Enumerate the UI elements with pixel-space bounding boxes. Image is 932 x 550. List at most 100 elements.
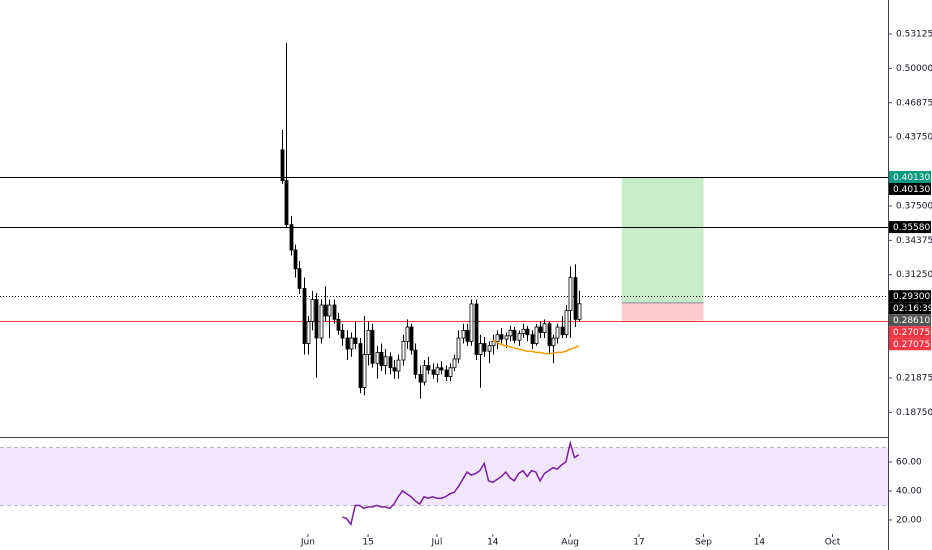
price-label-bg [889, 314, 931, 327]
price-label: 0.29300 [893, 292, 930, 302]
candle-body [345, 337, 350, 350]
candle-body [349, 337, 354, 350]
candle-body [504, 335, 509, 340]
y-tick-label: 0.46875 [896, 98, 932, 108]
candle-body [284, 180, 289, 226]
price-label-bg [889, 338, 931, 351]
candle-body [293, 249, 298, 270]
candle-body [517, 333, 522, 341]
candle-body [568, 277, 573, 311]
candle-body [465, 329, 470, 342]
candle-body [336, 318, 341, 331]
candle-body [323, 304, 328, 317]
candle-body [422, 365, 427, 383]
x-tick-label: Jun [300, 538, 315, 548]
rsi-y-tick-label: 20.00 [896, 515, 922, 525]
candle-body [302, 288, 307, 344]
candle-body [383, 356, 388, 366]
y-tick-label: 0.53125 [896, 29, 932, 39]
moving-average [492, 339, 580, 355]
price-label-bg [889, 183, 931, 196]
x-tick-label: Jul [430, 538, 442, 548]
candle-body [564, 310, 569, 336]
candle-body [530, 334, 535, 344]
candle-body [409, 326, 414, 351]
candle-body [379, 351, 384, 366]
candle-body [439, 367, 444, 371]
x-tick-label: 14 [754, 538, 766, 548]
x-tick-label: 14 [487, 538, 499, 548]
candle-body [353, 337, 358, 344]
rsi-band [0, 447, 888, 506]
candle-body [555, 326, 560, 339]
candle-body [426, 365, 431, 371]
candle-body [314, 299, 319, 339]
candle-body [551, 337, 556, 347]
candle-body [297, 268, 302, 289]
candle-body [366, 329, 371, 355]
candle-body [431, 369, 436, 375]
x-tick-label: Oct [825, 538, 841, 548]
candle-body [577, 303, 582, 320]
price-label-bg [889, 290, 931, 303]
candle-body [327, 304, 332, 317]
y-tick-label: 0.50000 [896, 64, 932, 74]
candle-body [413, 349, 418, 375]
candle-body [396, 359, 401, 372]
price-label-bg [889, 302, 931, 315]
candle-body [444, 369, 449, 377]
candle-body [435, 367, 440, 375]
candle-body [538, 326, 543, 333]
rsi-y-tick-label: 60.00 [896, 457, 922, 467]
x-tick-label: 15 [362, 538, 373, 548]
candle-body [340, 329, 345, 339]
price-label-bg [889, 221, 931, 234]
y-tick-label: 0.37500 [896, 201, 932, 211]
price-label: 0.40130 [893, 185, 930, 195]
y-tick-label: 0.43750 [896, 133, 932, 143]
candle-body [461, 329, 466, 339]
candle-body [418, 373, 423, 383]
candle-body [388, 356, 393, 369]
candle-body [560, 326, 565, 336]
candle-body [491, 340, 496, 347]
price-label: 0.35580 [893, 223, 930, 233]
x-tick-label: 17 [633, 538, 644, 548]
candle-body [280, 149, 285, 182]
y-tick-label: 0.18750 [896, 408, 932, 418]
candle-body [456, 337, 461, 360]
candle-body [358, 343, 363, 388]
loss-zone [621, 302, 704, 321]
candle-body [469, 303, 474, 342]
candle-body [401, 340, 406, 361]
candle-body [405, 326, 410, 342]
price-label: 0.28610 [893, 316, 930, 326]
candle-body [362, 354, 367, 388]
candle-body [508, 329, 513, 337]
price-label-bg [889, 171, 931, 184]
candle-body [482, 343, 487, 352]
candle-body [512, 329, 517, 341]
candle-body [487, 345, 492, 352]
candle-body [452, 358, 457, 369]
candle-body [525, 328, 530, 336]
price-label: 02:16:39 [893, 304, 932, 314]
candle-body [495, 334, 500, 342]
profit-zone [621, 177, 704, 303]
y-tick-label: 0.21875 [896, 373, 932, 383]
candle-body [542, 323, 547, 333]
candle-body [499, 334, 504, 340]
price-label-bg [889, 326, 931, 339]
candle-body [332, 304, 337, 320]
rsi-y-tick-label: 40.00 [896, 486, 922, 496]
candle-body [474, 303, 479, 355]
candle-body [534, 326, 539, 344]
y-tick-label: 0.34375 [896, 236, 932, 246]
x-tick-label: Aug [561, 538, 579, 548]
candle-body [310, 299, 315, 322]
candle-body [392, 367, 397, 372]
candle-body [573, 277, 578, 320]
candle-body [306, 321, 311, 344]
x-tick-label: Sep [695, 538, 712, 548]
